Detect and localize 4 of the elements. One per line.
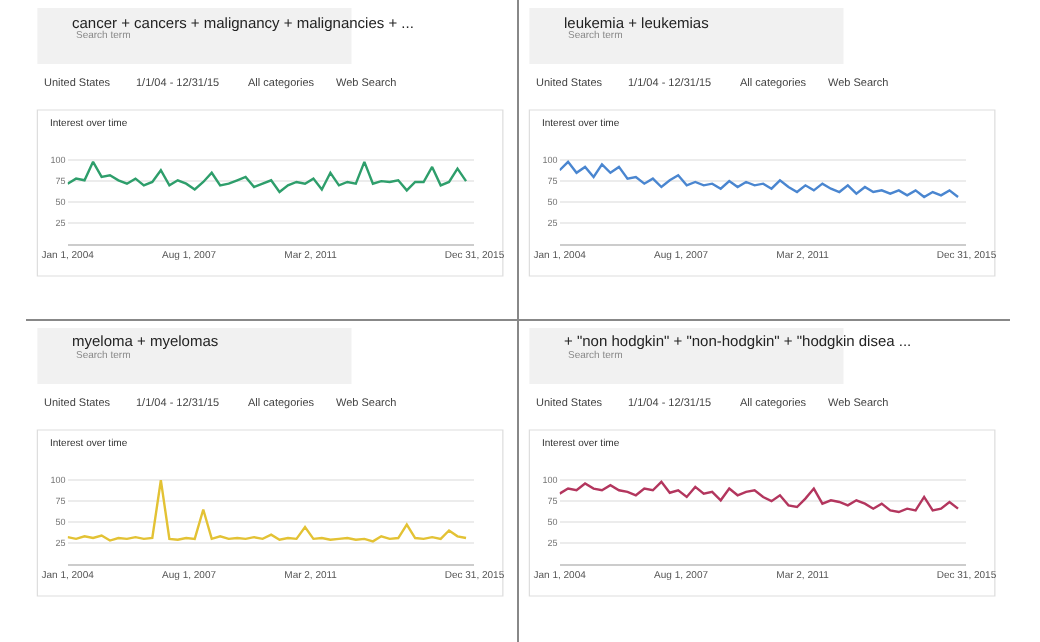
line-series [67, 479, 468, 543]
line-series [67, 160, 468, 194]
line-series [559, 160, 960, 199]
line-series [559, 480, 960, 514]
